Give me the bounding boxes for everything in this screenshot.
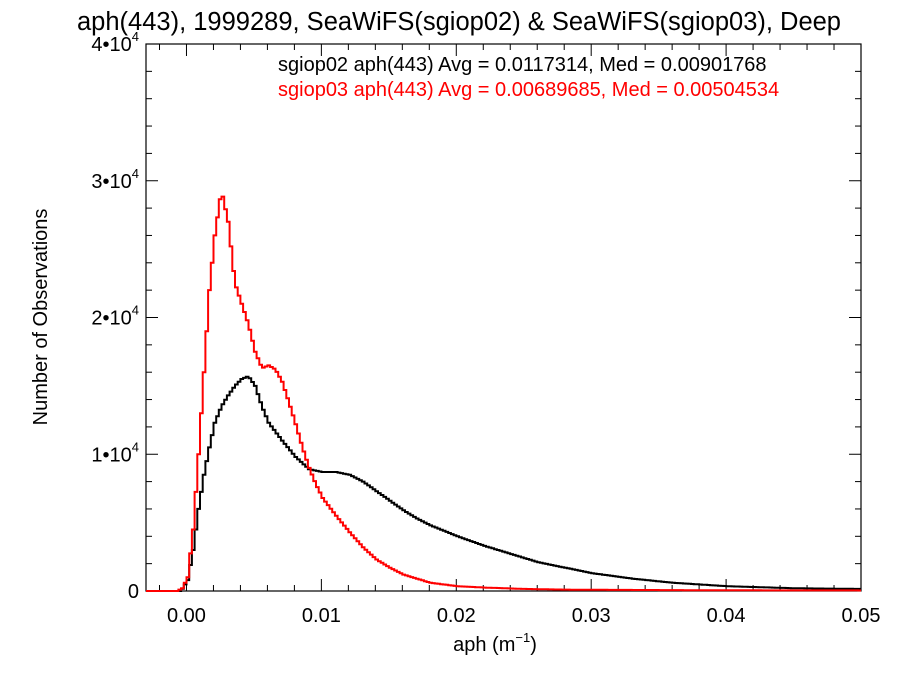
plot-frame	[145, 43, 862, 592]
annotation-2: sgiop03 aph(443) Avg = 0.00689685, Med =…	[278, 79, 779, 101]
x-tick-label: 0.05	[842, 605, 881, 627]
x-tick-label: 0.04	[707, 605, 746, 627]
annotation-1: sgiop02 aph(443) Avg = 0.0117314, Med = …	[278, 54, 767, 76]
y-tick-label: 4•104	[91, 29, 139, 56]
y-axis-tick-labels: 0 1•104 2•104 3•104 4•104	[91, 29, 139, 603]
x-tick-label: 0.00	[167, 605, 206, 627]
x-axis-ticks	[158, 44, 862, 591]
y-tick-label: 3•104	[91, 166, 139, 193]
x-axis-tick-labels: 0.00 0.01 0.02 0.03 0.04 0.05	[167, 605, 880, 627]
y-tick-label: 0	[128, 581, 139, 603]
y-axis-ticks	[146, 43, 861, 592]
plot-border	[145, 43, 862, 592]
y-axis-label: Number of Observations	[30, 209, 52, 426]
x-tick-label: 0.03	[572, 605, 611, 627]
y-tick-label: 1•104	[91, 439, 139, 466]
x-tick-label: 0.02	[437, 605, 476, 627]
chart-title: aph(443), 1999289, SeaWiFS(sgiop02) & Se…	[77, 8, 841, 36]
series-sgiop03	[146, 195, 861, 592]
x-axis-label: aph (m−1)	[453, 630, 537, 656]
series-group	[146, 195, 861, 592]
y-tick-label: 2•104	[91, 303, 139, 330]
series-sgiop02	[146, 375, 861, 592]
legend-annotations: sgiop02 aph(443) Avg = 0.0117314, Med = …	[278, 54, 779, 101]
x-tick-label: 0.01	[302, 605, 341, 627]
